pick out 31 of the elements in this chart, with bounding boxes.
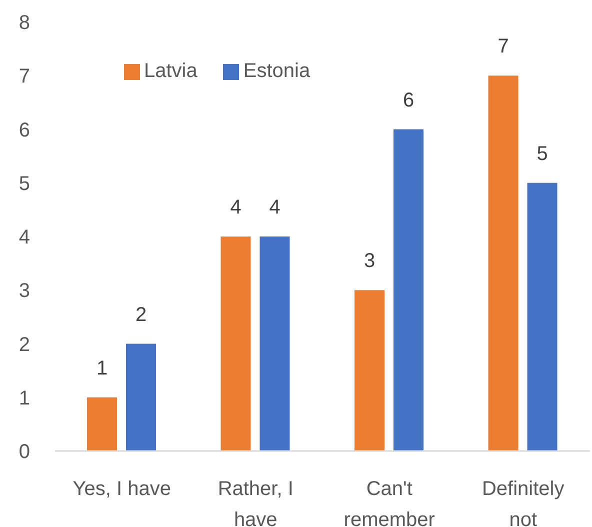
y-tick-label: 4 (18, 226, 30, 249)
x-tick-label: Can't remember (344, 478, 436, 527)
data-label: 4 (269, 196, 280, 218)
bar (220, 236, 251, 451)
data-label: 5 (536, 142, 548, 165)
bar (527, 182, 558, 451)
y-tick-label: 7 (18, 66, 30, 88)
bar (126, 344, 156, 451)
data-label: 3 (364, 250, 376, 272)
x-tick-label: Yes, I have (72, 478, 171, 500)
x-tick-label: Rather, I have (218, 478, 294, 527)
bar (354, 290, 384, 451)
y-tick-label: 8 (18, 12, 30, 34)
y-tick-label: 0 (18, 441, 30, 464)
bar (394, 129, 424, 451)
bar (87, 397, 117, 451)
bar (488, 76, 518, 451)
y-tick-label: 2 (18, 334, 30, 356)
y-tick-label: 5 (18, 172, 30, 195)
x-tick-label: Definitely not (482, 478, 564, 527)
data-label: 7 (498, 36, 509, 58)
data-label: 4 (230, 196, 242, 218)
data-label: 6 (402, 89, 414, 112)
data-label: 2 (135, 304, 147, 326)
y-tick-label: 6 (18, 119, 30, 142)
data-label: 1 (96, 357, 108, 380)
bar (260, 236, 290, 451)
legend-label: Latvia (144, 60, 198, 82)
y-tick-label: 1 (18, 387, 30, 410)
y-tick-label: 3 (18, 280, 30, 302)
legend-label: Estonia (243, 60, 310, 82)
